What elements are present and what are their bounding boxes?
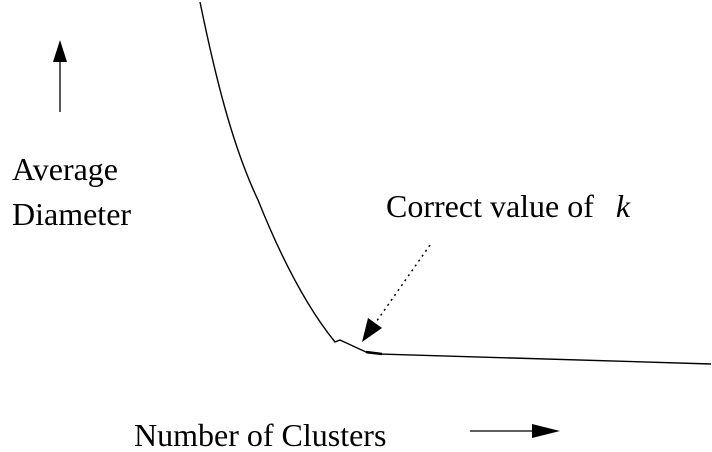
annotation-pointer-arrow: [362, 244, 431, 342]
elbow-tick-mark: [365, 350, 383, 356]
x-axis-arrow: [470, 424, 560, 438]
annotation-text: Correct value of k: [386, 188, 631, 224]
y-axis-label-line1: Average: [12, 151, 118, 187]
elbow-curve: [199, 1, 712, 365]
annotation-label: Correct value of: [386, 188, 594, 224]
annotation-variable: k: [616, 188, 631, 224]
y-axis-label-line2: Diameter: [12, 196, 131, 232]
x-axis-label: Number of Clusters: [134, 417, 386, 452]
y-axis-arrow: [53, 40, 67, 112]
